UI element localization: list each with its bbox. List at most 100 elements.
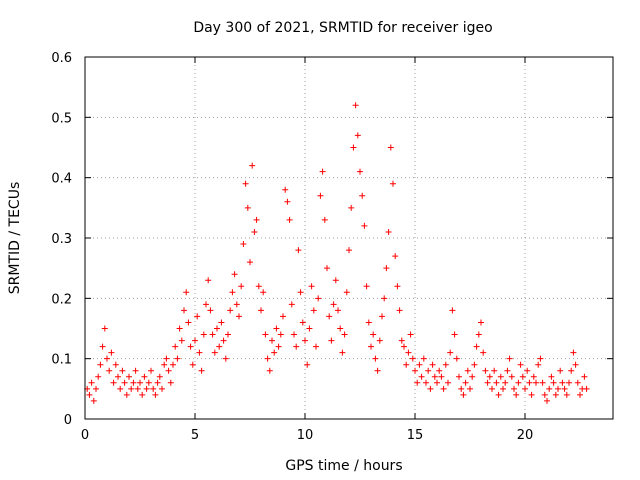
data-point [484,379,491,386]
data-point [460,391,467,398]
data-point [163,355,170,362]
data-point [115,373,121,380]
data-point [365,319,372,326]
data-point [192,337,198,344]
data-point [203,301,209,308]
data-point [414,379,421,386]
data-point [458,385,465,392]
data-point [271,349,278,356]
x-tick-label: 10 [297,428,314,443]
data-point [370,331,377,338]
data-point [317,192,324,199]
data-point [231,271,238,278]
data-point [539,379,546,386]
data-point [172,343,179,350]
data-point [282,186,289,193]
data-point [343,289,350,296]
data-point [286,216,293,223]
data-point [392,253,399,260]
data-point [275,343,282,350]
data-point [119,367,126,374]
data-point [577,391,583,398]
data-point [242,180,249,187]
data-point [583,385,590,392]
data-point [269,337,275,344]
data-point [361,222,368,229]
data-point [218,319,225,326]
data-point [161,361,168,368]
data-point [431,373,438,380]
data-point [326,313,333,320]
data-point [563,391,570,398]
tick-labels: 0 5 10 15 20 0 0.1 0.2 0.3 0.4 0.5 0.6 [51,51,533,443]
data-point [132,367,139,374]
data-point [134,385,141,392]
data-point [374,367,381,374]
data-point [145,379,152,386]
data-point [306,325,313,332]
data-point [90,397,97,404]
data-point [453,355,460,362]
data-point [143,385,150,392]
data-point [346,247,352,254]
data-point [572,361,579,368]
data-point [200,331,207,338]
data-point [339,349,346,356]
chart-title: Day 300 of 2021, SRMTID for receiver ige… [193,20,492,36]
data-point [469,373,476,380]
data-point [533,379,539,386]
data-point [229,289,236,296]
data-point [381,295,388,302]
y-tick-label: 0.6 [51,51,72,66]
data-point [238,283,245,290]
data-point [88,379,95,386]
data-point [152,391,159,398]
data-point [123,391,130,398]
data-point [332,277,339,284]
x-tick-label: 5 [191,428,199,443]
data-point [255,283,262,290]
data-point [440,385,447,392]
data-point [464,367,471,374]
data-point [266,367,273,374]
data-point [478,319,484,326]
data-point [528,391,535,398]
data-points [84,102,590,404]
data-point [491,367,498,374]
data-point [506,355,513,362]
data-point [456,373,462,380]
data-point [337,325,344,332]
data-point [561,385,568,392]
data-point [513,391,520,398]
data-point [396,307,403,314]
data-point [405,349,412,356]
data-point [548,373,555,380]
data-point [335,307,341,314]
data-point [310,307,317,314]
data-point [550,379,557,386]
data-point [244,204,251,211]
data-point [555,385,561,392]
data-point [117,385,124,392]
data-point [165,367,172,374]
data-point [189,361,196,368]
data-point [128,385,135,392]
data-point [376,337,383,344]
data-point [236,313,242,320]
y-tick-label: 0.1 [51,353,72,368]
data-point [451,331,458,338]
data-point [183,289,190,296]
data-point [372,355,379,362]
data-point [427,385,434,392]
data-point [442,361,449,368]
data-point [368,343,374,350]
data-point [462,379,469,386]
data-point [357,168,363,175]
data-point [504,367,511,374]
data-point [93,385,99,392]
axis-ticks [84,56,613,420]
data-point [526,379,533,386]
data-point [423,379,429,386]
